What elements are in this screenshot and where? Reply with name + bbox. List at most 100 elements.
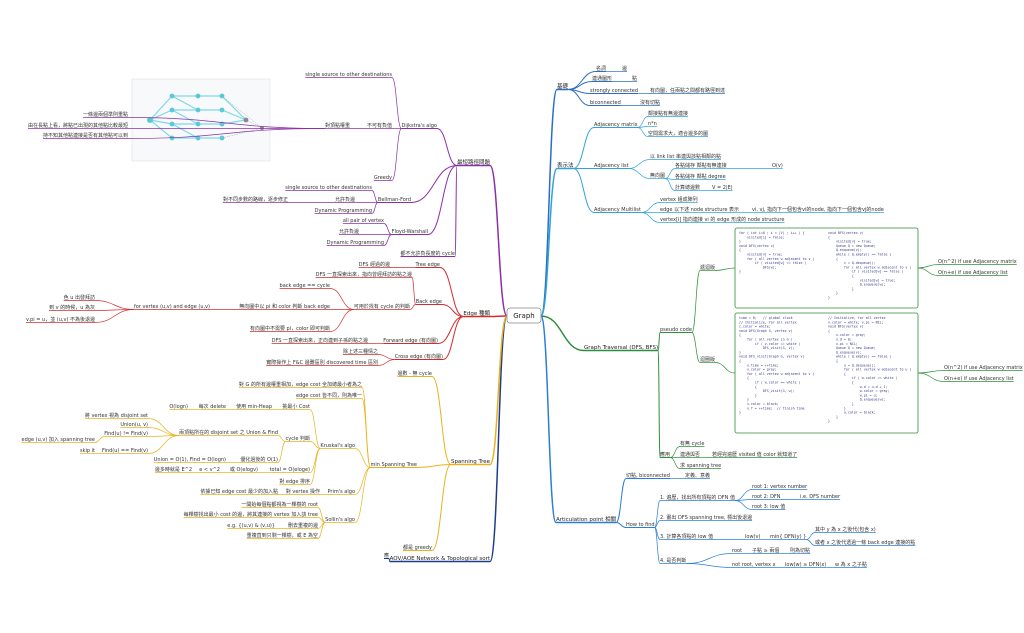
connector xyxy=(361,398,371,468)
node-label: 每次 delete xyxy=(199,403,226,410)
code-line: for ( all vertex w adjacent to u ) xyxy=(828,368,911,372)
node-label: min{ DFN(y) } xyxy=(770,534,806,540)
code-line: u.color = black; xyxy=(828,411,876,415)
code-line: if ( visited[w] == false ) xyxy=(828,270,903,274)
node-label: Cross edge (有向圖) xyxy=(395,353,443,360)
node-label: 邊數 - 無 cycle xyxy=(398,370,433,377)
code-line: } xyxy=(828,296,830,300)
connector xyxy=(431,376,452,465)
node-label: 切點, biconnected xyxy=(626,472,670,479)
connector xyxy=(691,270,701,333)
connector xyxy=(454,165,458,257)
code-line: // Initialize, for all vertex xyxy=(739,320,797,324)
node-label: 將 vertex 視為 disjoint set xyxy=(85,412,148,419)
node-label: 可用於找有 cycle 的判斷 xyxy=(354,303,410,310)
connector xyxy=(654,520,661,528)
illustration-dashes xyxy=(221,95,263,139)
code-line: v.pi = NIL; xyxy=(828,342,858,346)
code-line: { xyxy=(828,235,830,239)
connector xyxy=(309,441,321,449)
connector xyxy=(354,448,371,468)
node-label: Floyd-Warshall xyxy=(392,229,428,235)
node-label: vertex[i] 指向連接 vi 的 edge 形成的 node struct… xyxy=(660,216,784,223)
node-label: 實際操作上 F&C 邊難區別 discovered time 區別 xyxy=(266,359,378,366)
node-label: min Spanning Tree xyxy=(370,462,417,468)
code-line: Queue Q = new Queue; xyxy=(828,244,876,248)
connector xyxy=(657,332,661,351)
connector xyxy=(640,212,661,223)
code-line: } xyxy=(739,398,749,402)
node-label: 有無 cycle xyxy=(680,440,705,447)
code-line: void BFS(vertex v) xyxy=(828,325,864,329)
node-label: 都不允許負長度的 cycle xyxy=(400,250,455,257)
node-label: Dynamic Programming xyxy=(327,240,384,246)
node-label: Adjacency matrix xyxy=(594,122,638,128)
node-label: 無向圖中以 pi 和 color 判斷 back edge xyxy=(239,303,330,310)
connector xyxy=(654,500,661,528)
code-line: while ( Q.empty() == false ) xyxy=(828,355,892,359)
code-line: { xyxy=(828,274,854,278)
code-line: v.color = black; xyxy=(739,402,779,406)
connector xyxy=(329,288,354,310)
node-label: Kruskal's algo xyxy=(320,443,355,449)
code-line: for ( int i=0 ; i < |V| ; i++ ) { xyxy=(739,231,805,235)
node-label: e < v^2 xyxy=(199,467,220,473)
code-line: v = Q.dequeue(); xyxy=(828,261,876,265)
branch-label: 最短路徑問題 xyxy=(457,158,491,166)
code-line: void DFS(vertex v) xyxy=(739,244,775,248)
connector xyxy=(669,457,681,469)
connector xyxy=(439,267,464,317)
node-label: 有向圖，任兩點之間都有路徑到達 xyxy=(650,87,725,94)
branch-label: 基礎 xyxy=(557,82,569,90)
node-label: n*n xyxy=(648,121,657,127)
code-line: } xyxy=(739,270,741,274)
node-label: 或者 x 之後代透過一條 back edge 連接的點 xyxy=(815,539,915,546)
code-line: } xyxy=(828,402,854,406)
code-line: time = 0; // global clock xyxy=(739,316,793,320)
node-label: DFS 經過的邊 xyxy=(359,261,390,268)
connector xyxy=(715,267,736,271)
node-label: O(v) xyxy=(772,163,783,169)
node-label: 除上述三種情之 xyxy=(343,348,378,355)
connector xyxy=(371,202,379,214)
node-label: 求 spanning tree xyxy=(680,462,721,469)
node-label: Forward edge (有向圖) xyxy=(383,337,438,344)
node-label: 挑最小 Cost xyxy=(282,403,310,410)
node-label: not root, vertex x xyxy=(732,562,776,568)
node-label: 對 G 的所有邊權重相加，edge cost 全加總最小者為之 xyxy=(239,381,362,388)
node-label: 應 xyxy=(384,552,389,559)
code-line: { xyxy=(739,376,749,380)
node-label: pseudo code xyxy=(660,327,692,333)
connector xyxy=(489,315,508,466)
connector xyxy=(391,128,402,181)
node-label: root 3: low 值 xyxy=(752,503,785,510)
node-label: 4. 是否判斷 xyxy=(660,557,686,564)
connector xyxy=(377,359,395,366)
node-label: 到 v 的時候，u 為灰 xyxy=(49,304,95,311)
node-label: 則為切點 xyxy=(790,547,810,554)
node-label: 不可有負值 xyxy=(367,122,392,129)
connector xyxy=(431,464,452,551)
connector xyxy=(442,316,464,360)
connector xyxy=(127,128,325,139)
connector xyxy=(427,165,458,235)
node-label: edge cost 皆不同，則為唯一 xyxy=(296,392,362,399)
node-label: 對不同步數的路線，逐步修正 xyxy=(223,196,288,203)
node-label: edge (u,v) 加入 spanning tree xyxy=(22,436,95,443)
code-line: if ( w.color == white ) xyxy=(739,381,801,385)
code-line: DFS(w); xyxy=(739,265,777,269)
code-line: v.time = ++time; xyxy=(739,363,779,367)
connector xyxy=(416,464,451,468)
code-line: visited[v] = true; xyxy=(739,253,783,257)
node-label: 子點 ≥ 兩個 xyxy=(752,547,779,554)
code-line: { xyxy=(828,372,846,376)
code-line: v.d = 0; xyxy=(828,338,852,342)
node-label: low(v) xyxy=(745,534,760,540)
node-label: 優化過後的 O(1) xyxy=(240,456,278,463)
illustration-nodes xyxy=(147,93,264,141)
connector xyxy=(436,128,458,166)
node-label: O(n+e) if use Adjacency list xyxy=(944,376,1014,382)
code-line: // Initialize, for all vertex xyxy=(828,316,886,320)
